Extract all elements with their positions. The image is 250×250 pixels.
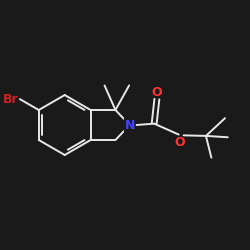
Text: N: N — [124, 118, 135, 132]
Text: O: O — [152, 86, 162, 99]
Text: Br: Br — [3, 92, 18, 106]
Text: O: O — [175, 136, 185, 149]
